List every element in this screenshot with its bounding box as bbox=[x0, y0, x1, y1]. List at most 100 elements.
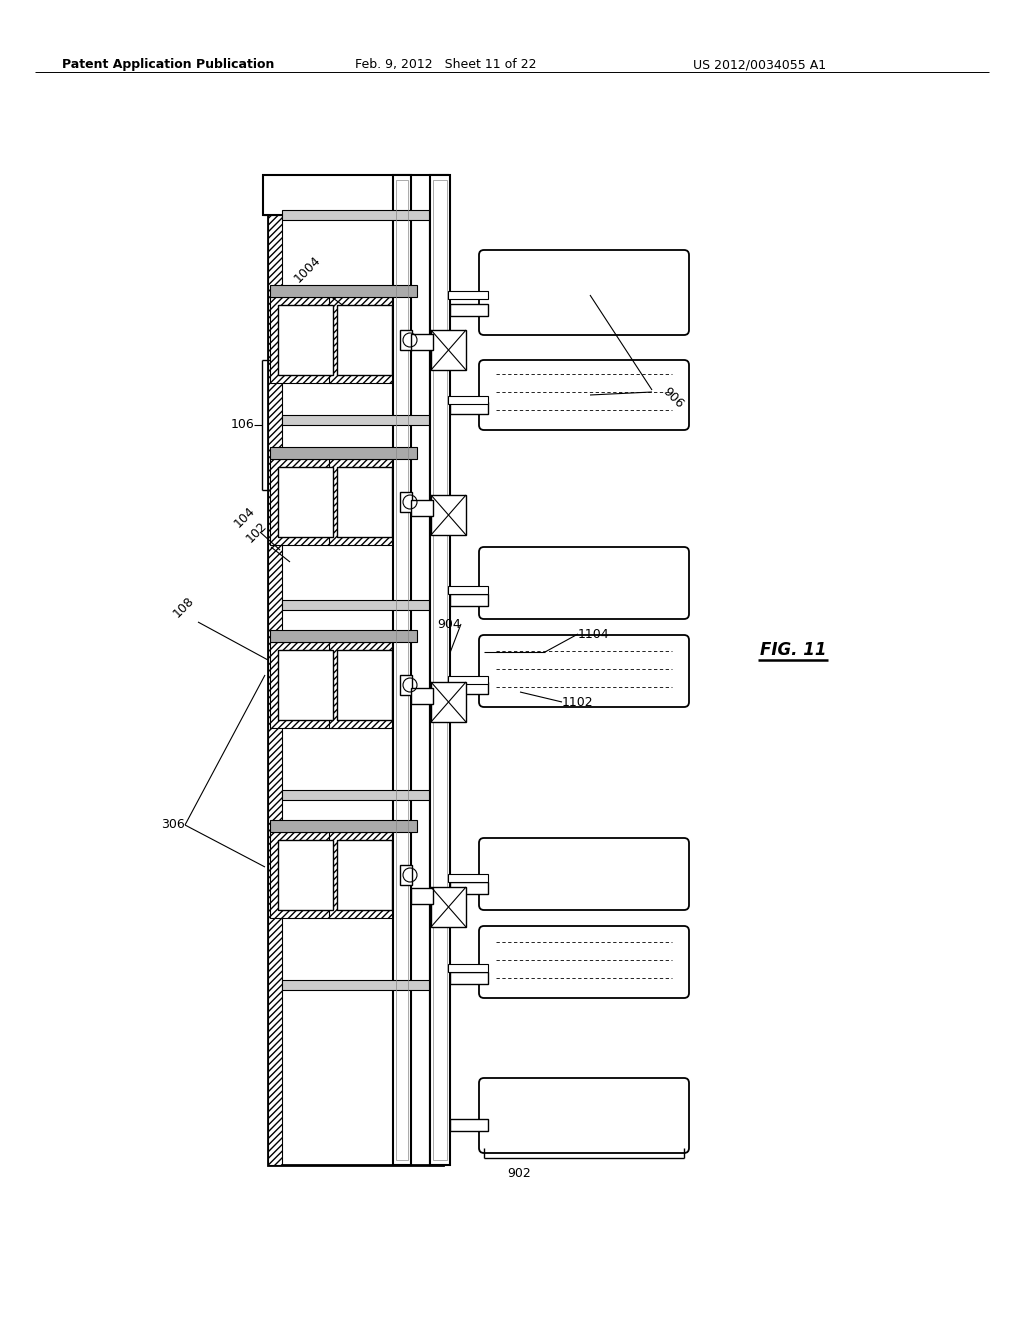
Bar bbox=[449, 874, 488, 882]
Bar bbox=[400, 330, 412, 350]
Bar bbox=[282, 414, 429, 425]
Bar bbox=[305, 341, 332, 375]
Bar bbox=[400, 865, 412, 884]
Bar bbox=[337, 840, 364, 875]
Bar bbox=[429, 176, 443, 1166]
Bar bbox=[268, 176, 443, 1166]
Bar bbox=[278, 649, 333, 719]
Bar bbox=[411, 500, 433, 516]
Bar bbox=[278, 685, 305, 719]
Bar bbox=[449, 676, 488, 684]
Bar bbox=[396, 180, 408, 1160]
Bar bbox=[270, 630, 417, 642]
FancyBboxPatch shape bbox=[479, 360, 689, 430]
Bar bbox=[430, 176, 450, 1166]
Bar bbox=[268, 176, 282, 1166]
Bar bbox=[450, 882, 488, 894]
Text: 1004: 1004 bbox=[292, 253, 323, 285]
Text: FIG. 11: FIG. 11 bbox=[760, 642, 826, 659]
Bar bbox=[337, 341, 364, 375]
Bar bbox=[431, 495, 466, 535]
Bar bbox=[305, 502, 332, 537]
Text: 902: 902 bbox=[507, 1167, 530, 1180]
Bar bbox=[282, 601, 429, 610]
Bar bbox=[337, 467, 364, 502]
Bar bbox=[278, 305, 305, 341]
Bar bbox=[329, 832, 400, 917]
Bar bbox=[305, 685, 332, 719]
Text: 108: 108 bbox=[171, 594, 197, 620]
Bar bbox=[411, 888, 433, 904]
Bar bbox=[364, 685, 391, 719]
Bar bbox=[278, 467, 305, 502]
Text: 104: 104 bbox=[232, 504, 258, 531]
Bar bbox=[263, 176, 449, 215]
Bar bbox=[305, 840, 332, 875]
FancyBboxPatch shape bbox=[479, 838, 689, 909]
Bar bbox=[411, 334, 433, 350]
FancyBboxPatch shape bbox=[479, 249, 689, 335]
Bar bbox=[450, 972, 488, 983]
Bar bbox=[411, 688, 433, 704]
Bar bbox=[450, 1119, 488, 1131]
Bar bbox=[450, 594, 488, 606]
Bar bbox=[270, 285, 417, 297]
Bar bbox=[337, 840, 392, 909]
Bar bbox=[431, 330, 466, 370]
Bar bbox=[431, 682, 466, 722]
Bar bbox=[329, 459, 400, 545]
Text: Patent Application Publication: Patent Application Publication bbox=[62, 58, 274, 71]
Text: 1104: 1104 bbox=[578, 627, 609, 640]
Bar bbox=[282, 210, 429, 220]
Bar bbox=[278, 305, 333, 375]
Bar bbox=[449, 586, 488, 594]
Bar bbox=[449, 290, 488, 300]
Bar bbox=[400, 492, 412, 512]
FancyBboxPatch shape bbox=[479, 927, 689, 998]
Bar bbox=[449, 396, 488, 404]
Bar bbox=[278, 875, 305, 909]
Bar bbox=[270, 459, 341, 545]
Bar bbox=[329, 642, 400, 729]
FancyBboxPatch shape bbox=[479, 1078, 689, 1152]
FancyBboxPatch shape bbox=[479, 635, 689, 708]
Bar bbox=[278, 840, 305, 875]
Text: 306: 306 bbox=[161, 818, 185, 832]
Bar bbox=[305, 467, 332, 502]
Bar bbox=[270, 832, 341, 917]
Bar bbox=[278, 467, 333, 537]
Bar bbox=[450, 304, 488, 315]
Bar bbox=[337, 305, 364, 341]
Bar bbox=[393, 176, 411, 1166]
Bar bbox=[364, 840, 391, 875]
Bar bbox=[364, 341, 391, 375]
Bar bbox=[270, 642, 341, 729]
Bar bbox=[431, 887, 466, 927]
Bar bbox=[364, 305, 391, 341]
Text: 102: 102 bbox=[244, 519, 270, 545]
Text: US 2012/0034055 A1: US 2012/0034055 A1 bbox=[693, 58, 826, 71]
Bar bbox=[364, 502, 391, 537]
Bar bbox=[364, 467, 391, 502]
Bar bbox=[337, 649, 392, 719]
Bar bbox=[337, 649, 364, 685]
Bar bbox=[305, 875, 332, 909]
Text: 904: 904 bbox=[437, 618, 461, 631]
Bar bbox=[449, 964, 488, 972]
Bar bbox=[263, 176, 449, 215]
Bar bbox=[278, 840, 333, 909]
Bar bbox=[400, 675, 412, 696]
Bar bbox=[337, 305, 392, 375]
Bar bbox=[278, 649, 305, 685]
Bar bbox=[337, 467, 392, 537]
Bar bbox=[337, 502, 364, 537]
Bar bbox=[329, 297, 400, 383]
Text: Feb. 9, 2012   Sheet 11 of 22: Feb. 9, 2012 Sheet 11 of 22 bbox=[355, 58, 537, 71]
Bar bbox=[278, 502, 305, 537]
Bar bbox=[270, 820, 417, 832]
Bar bbox=[450, 403, 488, 414]
Bar bbox=[270, 297, 341, 383]
Bar bbox=[282, 789, 429, 800]
Bar bbox=[282, 979, 429, 990]
Bar bbox=[450, 682, 488, 694]
